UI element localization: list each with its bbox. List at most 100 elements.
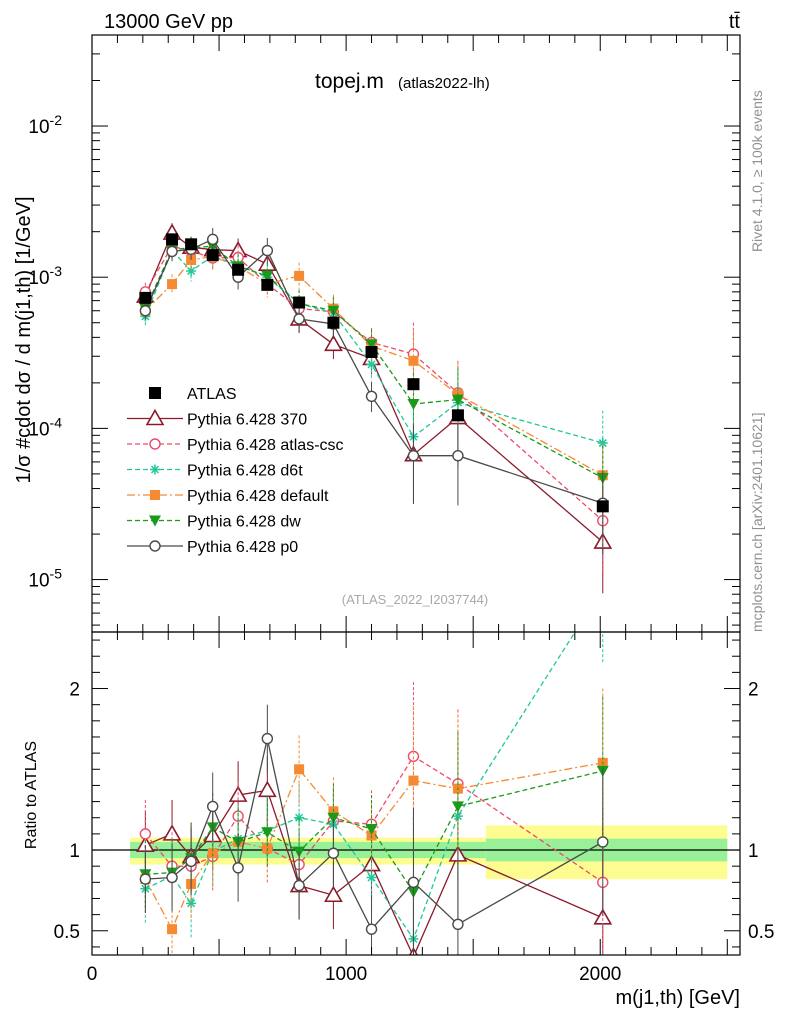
legend-marker: [149, 387, 161, 399]
atlas-point: [185, 238, 198, 251]
y-tick-label-ratio-right: 2: [748, 680, 759, 701]
y-tick-label-ratio: 2: [69, 680, 80, 701]
ratio-frame: [91, 631, 741, 956]
data-point: [452, 449, 464, 462]
data-point: [451, 394, 464, 406]
atlas-point: [407, 378, 420, 391]
plot-title: topej.m: [315, 70, 384, 93]
atlas-point: [139, 291, 152, 304]
side-rivet-label: Rivet 4.1.0, ≥ 100k events: [749, 90, 765, 252]
legend-marker: [149, 515, 161, 527]
ratio-point: [324, 885, 343, 903]
atlas-point: [261, 278, 274, 291]
y-tick-label-ratio: 0.5: [54, 922, 80, 943]
atlas-point: [596, 500, 609, 513]
ratio-point: [232, 862, 244, 874]
ratio-series-line: [144, 762, 603, 931]
atlas-point: [365, 346, 378, 359]
data-point: [186, 265, 197, 276]
ratio-point: [294, 764, 305, 775]
y-axis-label-ratio: Ratio to ATLAS: [23, 741, 40, 849]
ratio-point: [167, 924, 178, 935]
data-point: [366, 359, 377, 370]
y-axis-label-main: 1/σ #cdot dσ / d m(j1,th) [1/GeV]: [13, 196, 35, 483]
legend-marker: [149, 438, 161, 450]
ratio-point: [207, 848, 218, 859]
x-tick-label: 0: [87, 964, 98, 985]
x-tick-label: 2000: [579, 964, 621, 985]
ratio-point: [327, 812, 340, 824]
main-plot: 10-510-410-310-2: [28, 34, 741, 633]
data-point: [365, 339, 378, 351]
legend-marker: [150, 464, 160, 475]
ratio-series-line: [145, 632, 576, 941]
atlas-point: [232, 263, 245, 276]
process-label: tt̄: [729, 11, 741, 33]
data-point: [293, 313, 305, 325]
data-point: [294, 270, 305, 281]
ratio-point: [597, 836, 609, 848]
series-line: [144, 255, 604, 476]
data-point: [407, 449, 420, 462]
data-point: [261, 244, 274, 257]
atlas-point: [293, 296, 306, 309]
ratio-point: [166, 871, 178, 884]
data-point: [166, 245, 178, 258]
legend-label: Pythia 6.428 dw: [187, 514, 301, 531]
legend: ATLAS Pythia 6.428 370 Pythia 6.428 atlas-…: [127, 386, 344, 556]
legend-marker: [150, 490, 160, 500]
x-tick-label: 1000: [325, 964, 367, 985]
y-tick-label-ratio-right: 0.5: [748, 922, 774, 943]
ratio-point: [365, 923, 378, 935]
data-point: [408, 355, 419, 366]
legend-label: Pythia 6.428 p0: [187, 539, 298, 556]
energy-label: 13000 GeV pp: [104, 11, 233, 33]
legend-marker: [149, 540, 161, 552]
ratio-point: [207, 800, 219, 813]
data-point: [167, 279, 178, 290]
legend-label: Pythia 6.428 default: [187, 488, 329, 505]
data-point: [407, 398, 420, 410]
ratio-point: [366, 872, 377, 883]
data-point: [324, 334, 343, 352]
data-point: [186, 254, 197, 265]
legend-label: Pythia 6.428 370: [187, 412, 307, 429]
data-point: [261, 270, 274, 282]
atlas-point: [206, 249, 219, 262]
y-tick-label-ratio-right: 1: [748, 841, 759, 862]
ratio-point: [452, 918, 464, 931]
plot-subtitle: (atlas2022-lh): [398, 75, 490, 92]
atlas-point: [166, 233, 179, 246]
ratio-plot: 0.5 0.5 1 1 2 2 0 1000 2000: [54, 35, 774, 985]
ratio-point: [261, 827, 274, 839]
watermark: (ATLAS_2022_I2037744): [342, 592, 488, 607]
ratio-point: [185, 855, 197, 868]
data-point: [365, 390, 378, 403]
series-line: [144, 245, 604, 522]
atlas-point: [327, 316, 340, 329]
atlas-point: [451, 409, 464, 422]
ratio-point: [327, 847, 340, 859]
ratio-point: [408, 775, 419, 786]
side-mcplots-label: mcplots.cern.ch [arXiv:2401.10621]: [749, 413, 765, 632]
ratio-point: [365, 824, 378, 836]
legend-label: Pythia 6.428 atlas-csc: [187, 437, 344, 454]
y-tick-label-ratio: 1: [69, 841, 80, 862]
series-line: [144, 249, 603, 444]
data-point: [139, 305, 152, 317]
ratio-point: [451, 801, 464, 813]
ratio-point: [139, 873, 152, 885]
legend-label: ATLAS: [187, 386, 237, 403]
legend-marker: [145, 408, 165, 426]
ratio-point: [407, 876, 420, 889]
y-tick-label: 10-2: [28, 112, 62, 138]
ratio-point: [257, 780, 277, 798]
ratio-point: [261, 732, 274, 745]
ratio-point: [139, 828, 152, 840]
ratio-point: [186, 898, 197, 909]
data-point: [207, 233, 219, 246]
ratio-point: [293, 879, 305, 892]
x-axis-label: m(j1,th) [GeV]: [616, 987, 740, 1009]
y-tick-label: 10-5: [28, 566, 62, 592]
